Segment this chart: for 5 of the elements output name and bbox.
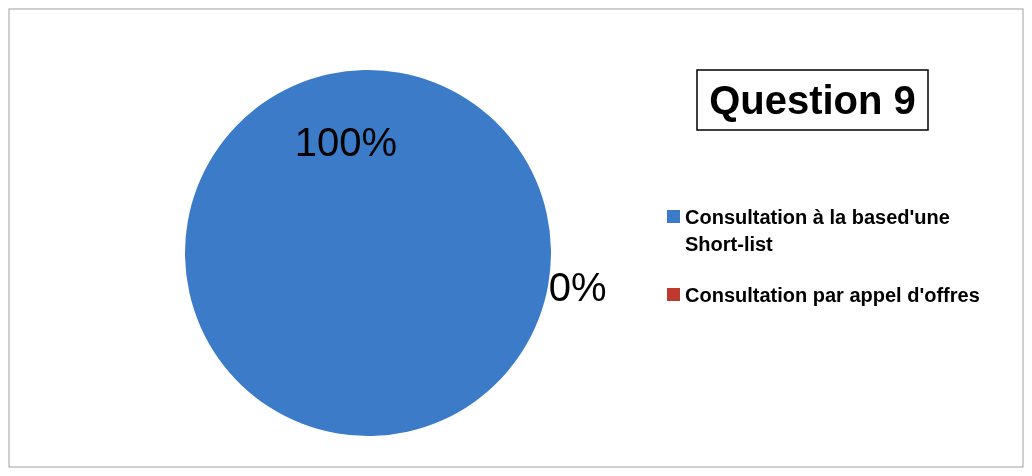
data-label: 100%: [294, 120, 398, 165]
legend-label: Consultation par appel d'offres: [685, 284, 980, 306]
chart-title: Question 9: [709, 78, 916, 122]
text: 0%: [548, 264, 607, 309]
legend-label: Consultation à la based'une Short-list: [685, 206, 950, 255]
